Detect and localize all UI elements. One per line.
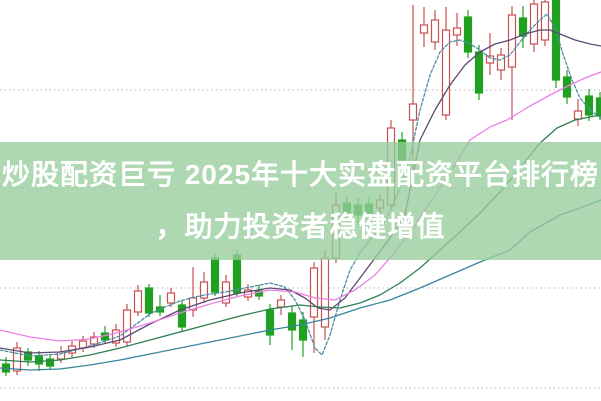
headline-line-2: ，助力投资者稳健增值 bbox=[155, 211, 446, 242]
candle-body bbox=[463, 16, 473, 53]
candle-body bbox=[276, 299, 286, 308]
ma-magenta-line bbox=[0, 71, 601, 342]
candle-body bbox=[232, 254, 242, 294]
candle-body bbox=[584, 95, 594, 116]
candle-body bbox=[199, 281, 209, 299]
candle-body bbox=[441, 29, 451, 116]
candle-body bbox=[309, 267, 319, 318]
candle-body bbox=[122, 309, 132, 343]
candle-body bbox=[298, 319, 308, 341]
candle-body bbox=[507, 14, 517, 68]
headline-overlay: 炒股配资巨亏 2025年十大实盘配资平台排行榜 ，助力投资者稳健增值 bbox=[0, 142, 601, 260]
candle-body bbox=[287, 312, 297, 331]
candle-body bbox=[12, 347, 22, 372]
candle-body bbox=[595, 97, 601, 117]
candle-body bbox=[210, 257, 220, 293]
candle-body bbox=[551, 0, 561, 81]
candle-body bbox=[496, 54, 506, 71]
candle-body bbox=[56, 351, 66, 360]
candle-body bbox=[540, 1, 550, 41]
candle-body bbox=[166, 292, 176, 304]
candle-body bbox=[474, 51, 484, 94]
candle-body bbox=[133, 290, 143, 313]
candle-body bbox=[419, 24, 429, 34]
candle-body bbox=[529, 3, 539, 45]
candle-body bbox=[518, 17, 528, 37]
candle-body bbox=[265, 309, 275, 336]
headline-line-1: 炒股配资巨亏 2025年十大实盘配资平台排行榜 bbox=[1, 159, 600, 190]
candle-body bbox=[320, 257, 330, 328]
candle-body bbox=[177, 304, 187, 328]
candle-body bbox=[45, 358, 55, 367]
candle-body bbox=[485, 55, 495, 64]
candle-body bbox=[452, 27, 462, 36]
candle-body bbox=[408, 103, 418, 121]
candle-body bbox=[34, 355, 44, 365]
candle-body bbox=[144, 287, 154, 314]
candle-body bbox=[430, 19, 440, 43]
candle-body bbox=[573, 110, 583, 120]
